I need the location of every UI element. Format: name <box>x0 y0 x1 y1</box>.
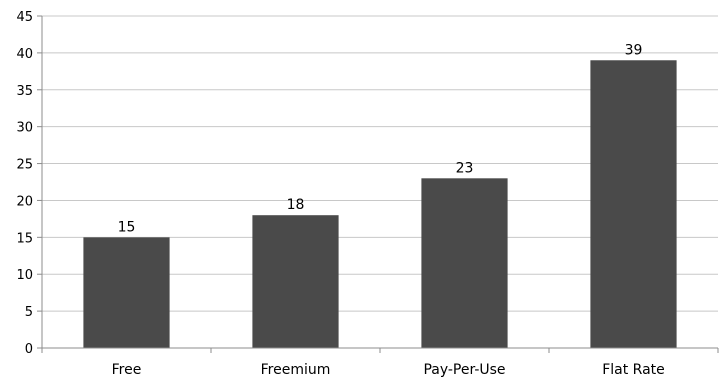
axes <box>37 15 719 353</box>
data-label: 39 <box>625 42 643 58</box>
y-tick-label: 15 <box>16 231 33 246</box>
y-tick-label: 30 <box>16 121 33 136</box>
y-tick-label: 45 <box>16 10 33 25</box>
y-tick-label: 25 <box>16 158 33 173</box>
bars <box>83 60 677 349</box>
y-tick-label: 0 <box>25 342 33 357</box>
data-label: 15 <box>118 219 136 235</box>
bar <box>252 215 339 348</box>
x-tick-label: Flat Rate <box>602 362 665 378</box>
bar <box>83 237 170 348</box>
y-tick-label: 35 <box>16 84 33 99</box>
bar <box>590 60 677 349</box>
x-tick-label: Pay-Per-Use <box>423 362 505 378</box>
y-tick-label: 5 <box>25 305 33 320</box>
y-tick-label: 40 <box>16 47 33 62</box>
bar <box>421 178 508 348</box>
x-tick-label: Free <box>112 362 142 378</box>
data-label: 23 <box>456 160 474 176</box>
data-label: 18 <box>287 197 305 213</box>
x-tick-label: Freemium <box>261 362 331 378</box>
y-tick-label: 10 <box>16 268 33 283</box>
y-tick-label: 20 <box>16 194 33 209</box>
labels: 0 5 10 15 20 25 30 35 40 45 15 Free 18 Freemium 23 Pay-… <box>16 10 664 378</box>
